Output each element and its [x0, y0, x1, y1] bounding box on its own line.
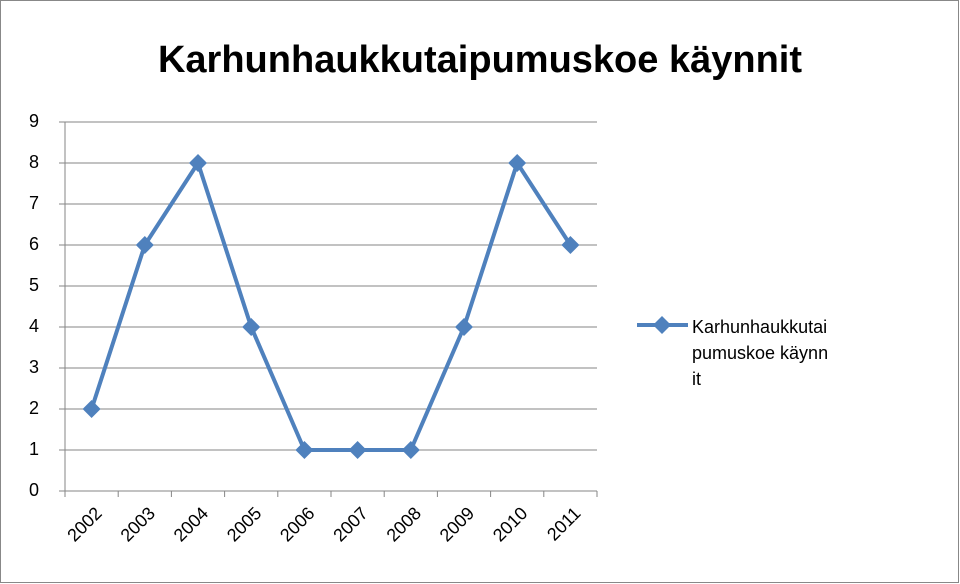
y-tick-label: 4	[29, 316, 39, 336]
y-tick-label: 6	[29, 234, 39, 254]
y-tick-label: 2	[29, 398, 39, 418]
marker	[561, 236, 580, 254]
marker	[401, 441, 420, 459]
y-tick-label: 8	[29, 152, 39, 172]
y-tick-label: 0	[29, 480, 39, 500]
legend-marker	[653, 316, 671, 334]
marker	[135, 236, 154, 254]
marker	[348, 441, 367, 459]
legend-label: Karhunhaukkutaipumuskoe käynnit	[692, 317, 829, 389]
y-tick-label: 7	[29, 193, 39, 213]
series-line	[89, 161, 573, 452]
chart-title: Karhunhaukkutaipumuskoe käynnit	[158, 39, 802, 81]
marker	[242, 318, 261, 336]
marker	[455, 318, 473, 336]
y-tick-label: 1	[29, 439, 39, 459]
y-tick-label: 9	[29, 111, 39, 131]
marker	[508, 154, 527, 172]
marker	[295, 441, 314, 459]
y-tick-label: 5	[29, 275, 39, 295]
y-tick-label: 3	[29, 357, 39, 377]
marker	[82, 400, 101, 418]
marker	[189, 154, 207, 172]
